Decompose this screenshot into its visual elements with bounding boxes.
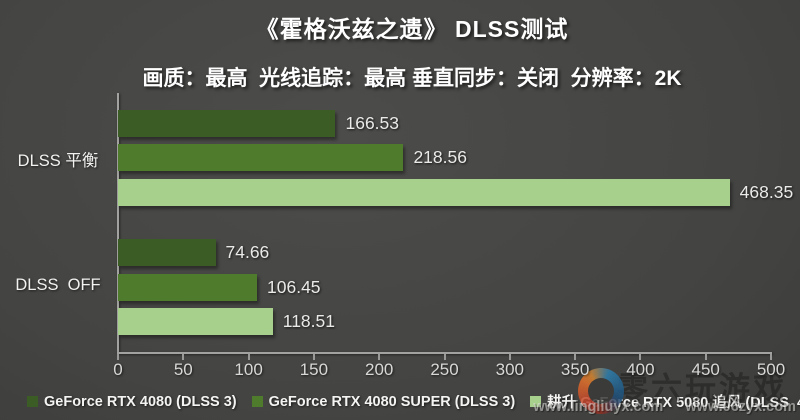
bar-GeForce RTX 4080 SUPER (DLSS 3)-DLSS OFF [118,273,258,301]
x-axis-tick [378,354,381,360]
legend-swatch [530,396,542,407]
x-tick-label: 150 [299,360,329,379]
x-axis-tick [117,354,119,360]
x-axis-tick [770,354,772,360]
legend-item: GeForce RTX 4080 (DLSS 3) [27,394,237,410]
y-axis-line [117,93,119,352]
x-tick-label: 450 [691,360,720,379]
legend-label: GeForce RTX 4080 SUPER (DLSS 3) [268,393,516,410]
x-tick-label: 250 [430,360,459,379]
x-axis-tick [639,354,642,360]
x-tick-label: 500 [756,360,786,379]
x-axis-tick [247,354,250,360]
x-tick-label: 400 [626,360,655,379]
value-label: 166.53 [345,112,400,133]
x-axis-line [117,352,772,354]
legend-item: GeForce RTX 4080 SUPER (DLSS 3) [251,393,516,410]
bar-GeForce RTX 4080 (DLSS 3)-DLSS OFF [118,239,216,267]
x-tick-label: 100 [234,360,263,379]
x-tick-label: 200 [365,360,394,379]
category-label: DLSS 平衡 [17,151,99,170]
x-axis-tick [704,354,707,360]
watermark-url-2: www.06zyx.com [685,399,796,415]
legend-label: GeForce RTX 4080 (DLSS 3) [44,393,237,410]
x-tick-label: 300 [495,360,524,379]
legend-swatch [251,396,263,407]
x-axis-tick [574,354,577,360]
legend-swatch [27,396,38,407]
value-label: 468.35 [739,181,794,202]
chart-subtitle: 画质：最高 光线追踪：最高 垂直同步：关闭 分辨率：2K [142,67,682,90]
x-axis-tick [508,354,511,360]
watermark-brand-text: 零六玩游戏 [617,371,787,406]
chart-title: 《霍格沃兹之遗》 DLSS测试 [255,16,569,42]
x-tick-label: 0 [113,360,123,379]
value-label: 218.56 [413,147,467,168]
bar-GeForce RTX 4080 (DLSS 3)-DLSS 平衡 [118,109,336,137]
x-tick-label: 50 [173,360,193,379]
x-axis-tick [443,354,446,360]
bar-耕升 GeForce RTX 5080 追风 (DLSS 4)-DLSS 平衡 [118,178,730,206]
bar-耕升 GeForce RTX 5080 追风 (DLSS 4)-DLSS OFF [118,308,273,336]
value-label: 118.51 [282,311,335,332]
category-label: DLSS OFF [15,276,101,295]
x-axis-tick [312,354,315,360]
value-label: 106.45 [267,276,321,297]
bar-GeForce RTX 4080 SUPER (DLSS 3)-DLSS 平衡 [118,144,404,172]
watermark-url-1: www.lingliuyx.com [533,399,664,415]
x-axis-tick [182,354,185,360]
legend: GeForce RTX 4080 (DLSS 3) GeForce RTX 408… [27,391,800,412]
x-tick-label: 350 [560,360,590,379]
value-label: 74.66 [225,242,270,263]
watermark-urls: www.lingliuyx.com www.06zyx.com [533,399,796,415]
watermark-logo-icon [578,368,624,414]
